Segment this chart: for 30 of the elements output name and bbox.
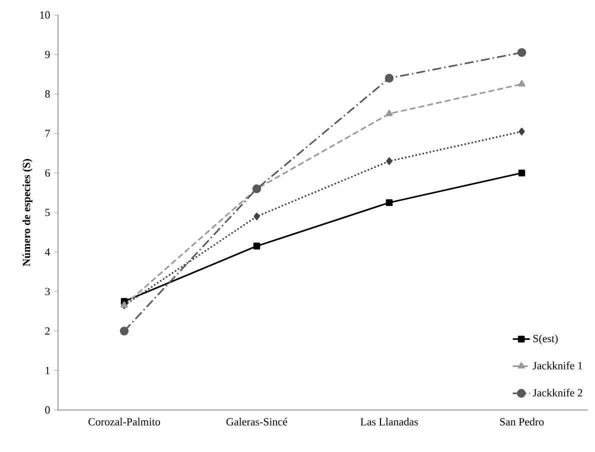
legend-label: Jackknife 2 [532,388,582,397]
point [517,48,526,57]
point [384,74,394,83]
y-tick-label: 0 [45,406,50,414]
y-tick-label: 9 [45,50,50,58]
point [386,110,393,116]
point [518,128,525,136]
point [518,170,526,176]
point [120,326,129,336]
y-axis-title: Número de especies (S) [22,159,32,266]
point [386,199,393,206]
y-tick-label: 3 [45,288,50,296]
y-tick-label: 6 [45,169,50,177]
y-tick-label: 10 [40,11,50,19]
y-tick-label: 2 [45,327,50,335]
legend-label: Jackknife 1 [532,362,582,370]
point [253,242,260,250]
point [518,80,526,87]
x-tick-label: Galeras-Sincé [226,418,288,426]
y-tick-label: 7 [45,130,50,138]
x-tick-label: San Pedro [500,418,544,426]
y-tick-label: 1 [46,366,50,374]
y-tick-label: 5 [45,208,50,216]
y-tick-label: 4 [44,248,50,256]
x-tick-label: Corozal-Palmito [88,418,160,426]
point [386,157,392,165]
legend-label: S(est) [533,334,558,344]
y-tick-label: 8 [45,90,50,98]
x-tick-label: Las Llanadas [360,418,418,426]
point [254,212,260,220]
